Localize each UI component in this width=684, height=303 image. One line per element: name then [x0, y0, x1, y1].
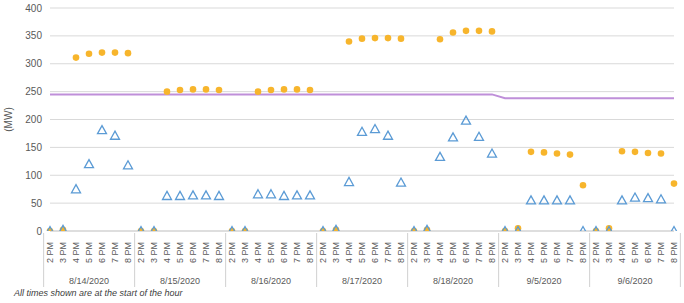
svg-text:3 PM: 3 PM — [604, 242, 614, 263]
svg-text:3 PM: 3 PM — [58, 242, 68, 263]
svg-text:3 PM: 3 PM — [240, 242, 250, 263]
svg-text:4 PM: 4 PM — [526, 242, 536, 263]
svg-text:5 PM: 5 PM — [84, 242, 94, 263]
svg-text:9/6/2020: 9/6/2020 — [617, 276, 652, 286]
svg-text:2 PM: 2 PM — [409, 242, 419, 263]
svg-text:5 PM: 5 PM — [357, 242, 367, 263]
svg-text:5 PM: 5 PM — [266, 242, 276, 263]
svg-text:150: 150 — [25, 142, 42, 153]
svg-text:2 PM: 2 PM — [136, 242, 146, 263]
svg-text:(MW): (MW) — [8, 107, 14, 131]
svg-text:8 PM: 8 PM — [305, 242, 315, 263]
svg-text:4 PM: 4 PM — [617, 242, 627, 263]
svg-text:8 PM: 8 PM — [669, 242, 676, 263]
svg-text:6 PM: 6 PM — [643, 242, 653, 263]
svg-text:4 PM: 4 PM — [162, 242, 172, 263]
svg-text:8 PM: 8 PM — [214, 242, 224, 263]
svg-text:7 PM: 7 PM — [383, 242, 393, 263]
svg-text:5 PM: 5 PM — [630, 242, 640, 263]
svg-text:8 PM: 8 PM — [578, 242, 588, 263]
svg-text:2 PM: 2 PM — [591, 242, 601, 263]
svg-text:6 PM: 6 PM — [461, 242, 471, 263]
svg-text:6 PM: 6 PM — [370, 242, 380, 263]
svg-text:3 PM: 3 PM — [422, 242, 432, 263]
svg-text:5 PM: 5 PM — [448, 242, 458, 263]
svg-text:4 PM: 4 PM — [253, 242, 263, 263]
svg-text:3 PM: 3 PM — [513, 242, 523, 263]
svg-text:8/17/2020: 8/17/2020 — [342, 276, 382, 286]
svg-text:4 PM: 4 PM — [344, 242, 354, 263]
svg-text:100: 100 — [25, 170, 42, 181]
svg-text:50: 50 — [31, 198, 43, 209]
svg-text:8 PM: 8 PM — [487, 242, 497, 263]
svg-text:3 PM: 3 PM — [331, 242, 341, 263]
svg-text:250: 250 — [25, 86, 42, 97]
svg-text:2 PM: 2 PM — [227, 242, 237, 263]
svg-text:8/18/2020: 8/18/2020 — [433, 276, 473, 286]
svg-text:7 PM: 7 PM — [565, 242, 575, 263]
svg-text:7 PM: 7 PM — [474, 242, 484, 263]
svg-text:8/16/2020: 8/16/2020 — [251, 276, 291, 286]
svg-text:6 PM: 6 PM — [279, 242, 289, 263]
svg-text:400: 400 — [25, 3, 42, 14]
svg-text:0: 0 — [36, 226, 42, 237]
svg-text:6 PM: 6 PM — [188, 242, 198, 263]
svg-text:5 PM: 5 PM — [539, 242, 549, 263]
svg-text:2 PM: 2 PM — [500, 242, 510, 263]
svg-text:6 PM: 6 PM — [97, 242, 107, 263]
svg-text:8 PM: 8 PM — [396, 242, 406, 263]
svg-text:5 PM: 5 PM — [175, 242, 185, 263]
svg-text:3 PM: 3 PM — [149, 242, 159, 263]
svg-text:8 PM: 8 PM — [123, 242, 133, 263]
svg-text:4 PM: 4 PM — [71, 242, 81, 263]
svg-text:8/15/2020: 8/15/2020 — [160, 276, 200, 286]
svg-text:200: 200 — [25, 114, 42, 125]
svg-text:7 PM: 7 PM — [656, 242, 666, 263]
html-text:All times shown are at the sta: All times shown are at the start of the … — [14, 288, 183, 298]
svg-text:2 PM: 2 PM — [45, 242, 55, 263]
svg-text:7 PM: 7 PM — [201, 242, 211, 263]
svg-text:300: 300 — [25, 58, 42, 69]
svg-text:8/14/2020: 8/14/2020 — [69, 276, 109, 286]
svg-text:2 PM: 2 PM — [318, 242, 328, 263]
svg-text:7 PM: 7 PM — [292, 242, 302, 263]
svg-text:9/5/2020: 9/5/2020 — [526, 276, 561, 286]
svg-text:350: 350 — [25, 30, 42, 41]
svg-text:7 PM: 7 PM — [110, 242, 120, 263]
svg-text:4 PM: 4 PM — [435, 242, 445, 263]
svg-text:6 PM: 6 PM — [552, 242, 562, 263]
